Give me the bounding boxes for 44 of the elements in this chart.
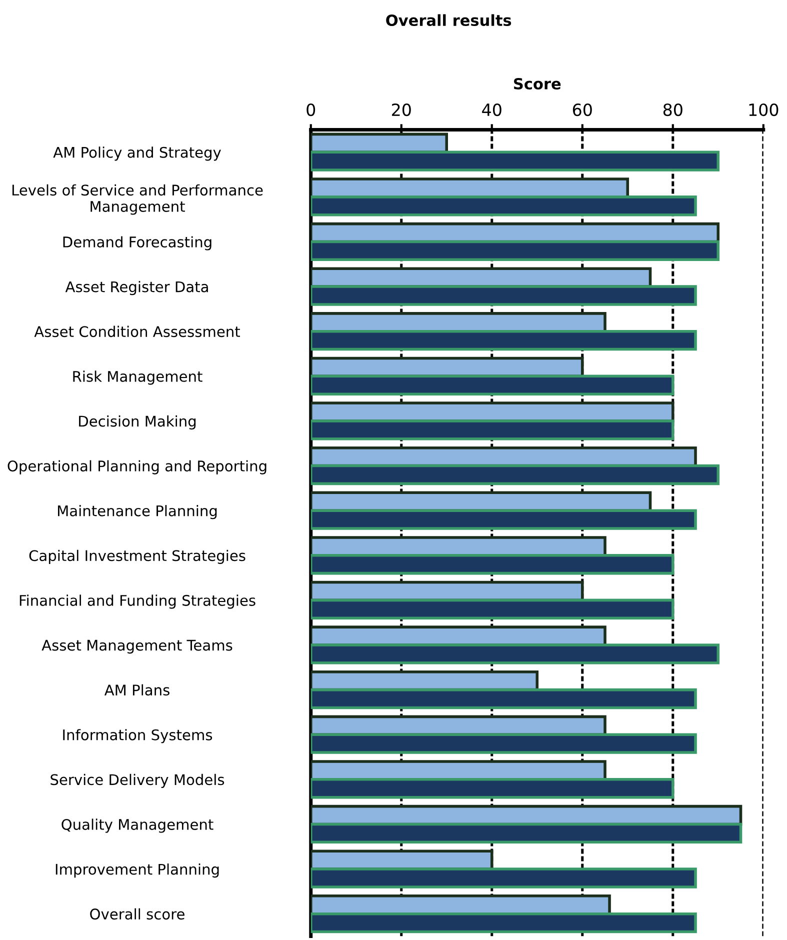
y-tick-label: Overall score	[90, 908, 184, 920]
bar	[310, 196, 697, 216]
y-tick-label: Improvement Planning	[56, 863, 219, 878]
chart-title: Overall results	[386, 14, 512, 26]
bar	[310, 822, 742, 844]
bar	[310, 330, 697, 351]
y-tick-label: Service Delivery Models	[50, 774, 224, 788]
bar	[310, 374, 674, 396]
bar	[310, 912, 697, 934]
y-tick-label: Asset Condition Assessment	[34, 326, 240, 338]
y-tick-label: Financial and Funding Strategies	[20, 594, 256, 609]
x-tick-label: 100	[749, 103, 778, 116]
y-tick-label: Demand Forecasting	[63, 236, 212, 250]
y-tick-label: AM Policy and Strategy	[53, 146, 221, 161]
bar	[310, 464, 720, 486]
bar	[310, 150, 720, 172]
bar	[310, 733, 697, 754]
y-tick-label: Maintenance Planning	[58, 505, 217, 520]
bar	[310, 554, 674, 575]
x-tick-label: 20	[392, 103, 411, 116]
y-tick-label: Quality Management	[62, 818, 214, 833]
bar	[310, 285, 697, 306]
y-tick-label: Risk Management	[73, 370, 202, 385]
bar	[310, 778, 674, 799]
bar	[310, 240, 720, 262]
y-tick-label: Operational Planning and Reporting	[8, 460, 266, 474]
x-tick-label: 0	[306, 103, 316, 116]
x-tick-label: 60	[572, 103, 592, 116]
y-tick-label: Decision Making	[79, 415, 196, 430]
y-tick-label: Asset Management Teams	[42, 640, 232, 654]
bar	[310, 420, 674, 440]
bar	[310, 868, 697, 888]
bar	[310, 509, 697, 530]
x-tick-label: 40	[482, 103, 502, 116]
y-tick-label: AM Plans	[104, 684, 170, 696]
bar	[310, 598, 674, 620]
y-tick-label: Asset Register Data	[65, 281, 208, 296]
x-tick-label: 80	[663, 103, 682, 116]
y-tick-label: Levels of Service and Performance Management	[12, 184, 263, 215]
bar	[310, 688, 697, 710]
y-tick-label: Information Systems	[63, 729, 212, 744]
bar	[310, 644, 720, 664]
x-axis-title: Score	[514, 78, 561, 90]
y-tick-label: Capital Investment Strategies	[29, 550, 246, 564]
